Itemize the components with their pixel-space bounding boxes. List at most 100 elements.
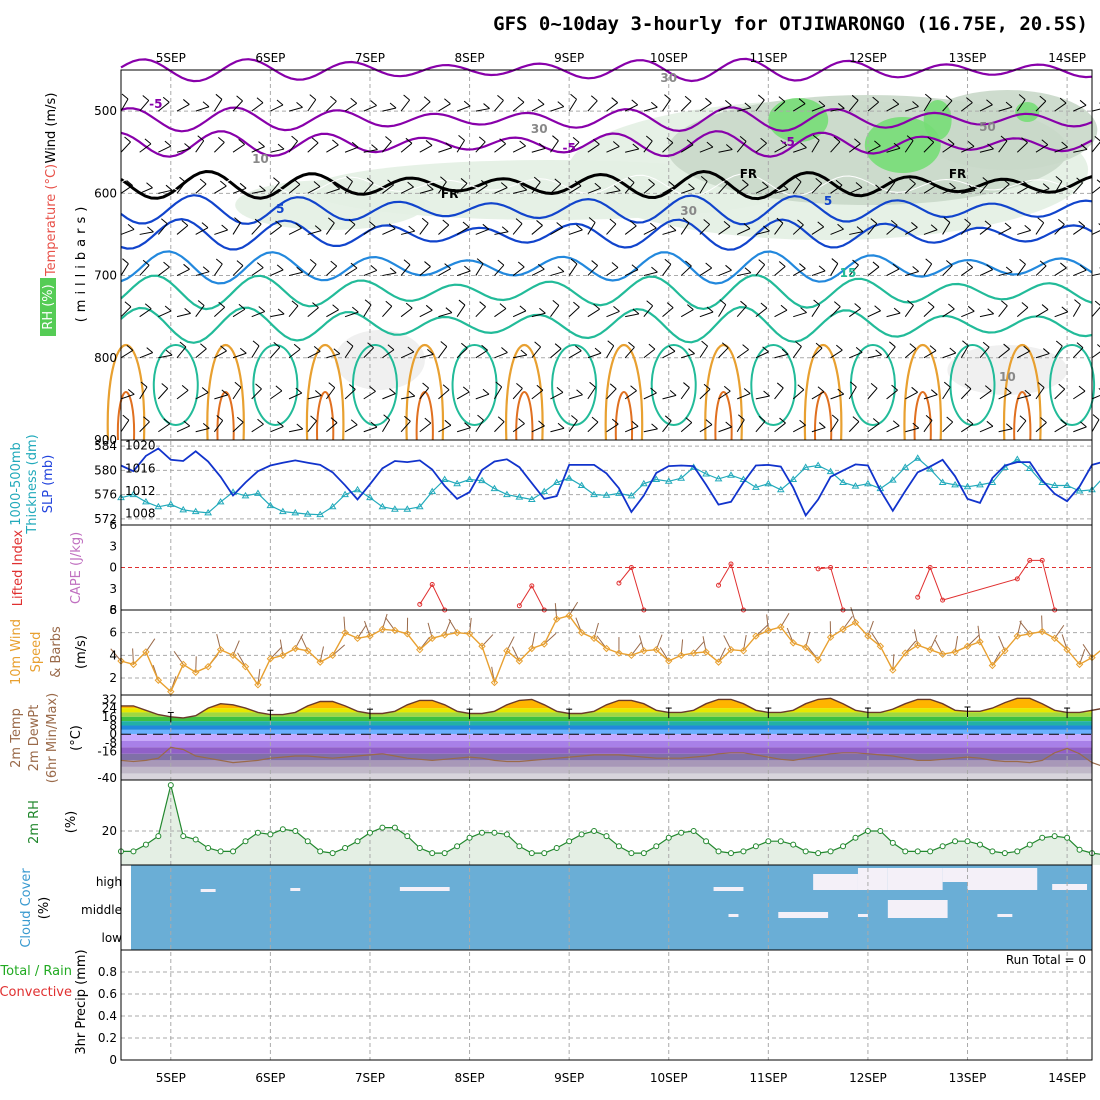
wind-barb [176,425,190,433]
contour-label: 10 [252,152,269,166]
wind-barb [811,182,823,194]
wind-barb-flag [629,220,637,227]
wind-barb [979,104,993,112]
thickness-point [278,507,287,515]
wind-barb-flag [760,302,768,309]
wind-barb-flag [683,382,690,388]
wind-barb [1035,100,1047,112]
wind-barb-flag [458,299,466,306]
wind-barb-flag [1096,179,1100,183]
rh2m-point [329,850,336,857]
wind-barb-flag [423,96,431,103]
wind-barb [550,427,565,433]
wind-barb [1091,419,1100,433]
wind-barb [325,222,335,235]
wind-barb-flag [962,340,969,347]
wind-barb-flag [743,388,751,394]
wind-barb [157,388,169,400]
wind-barb [456,270,471,277]
thickness-point [839,478,847,485]
wind-barb-flag [162,96,170,103]
wind-barb-flag [554,178,562,185]
wind-barb [811,140,820,153]
wind-barb [1072,304,1081,317]
wind-barb-flag [383,414,390,421]
wind-barb [195,392,209,400]
thickness-point [602,491,611,498]
wind-barb [625,148,639,153]
wind-barb-flag [574,180,582,187]
wind-barb-flag [221,224,228,231]
wind-barb [979,225,992,235]
wind-barb-flag [1024,389,1032,396]
wind-barb [1054,311,1068,318]
wind10m-point [988,661,997,670]
wind-barb [344,424,358,433]
wind-barb [139,231,154,235]
wind-barb-flag [422,382,429,389]
wind-barb [606,267,619,276]
wind-barb-flag [930,389,938,396]
wind-barb-flag [403,259,411,266]
wind-barb [1054,146,1068,153]
wind-barb-flag [613,185,621,192]
thickness-point [752,483,760,490]
wind-barb-flag [275,385,283,392]
wind-barb [344,311,359,318]
wind-barb-flag [703,383,711,390]
wind-barb [195,305,205,317]
wind-barb-flag [539,307,546,314]
bottom-date-label: 12SEP [849,1071,887,1085]
wind-barb [176,181,186,194]
lifted-index-line [917,559,1056,611]
wind-barb [1017,350,1030,359]
wind10m-point [963,642,972,650]
wind-barb [214,185,227,194]
wind-barb [867,101,879,112]
wind-barb-flag [645,135,653,142]
wind10m-label-2: Speed [29,632,44,673]
wind-barb [1091,230,1100,235]
rh2m-point [640,850,647,857]
lifted-index-point [1014,576,1020,582]
wind10m-barb [332,644,346,656]
wind-barb [475,306,486,318]
wind-barb-flag [1060,262,1067,269]
isotherm-line [120,217,1093,251]
rh2m-point [479,829,486,836]
wind-barb [587,308,600,318]
wind-barb-flag [833,301,841,307]
wind-barb [905,106,919,112]
wind-barb-flag [517,96,525,103]
wind-barb-flag [833,136,841,143]
thickness-point [627,491,636,499]
wind-barb-flag [706,306,714,313]
wind-barb [587,352,602,359]
wind-barb-flag [966,97,973,103]
wind10m-barb [967,634,980,647]
wind-barb-flag [330,417,338,424]
wind10m-point [428,634,436,643]
wind10m-barb [270,646,282,660]
wind-barb [905,391,918,400]
wind-barb [624,225,637,235]
wind-barb [774,188,789,194]
slp-line [120,447,1100,518]
top-date-label: 5SEP [156,51,186,65]
lifted-index-line [718,562,744,611]
cloud-gap [942,868,968,882]
temp-band [121,747,1092,754]
wind-barb-flag [685,417,693,423]
wind-barb [755,395,770,400]
wind-barb [923,98,932,112]
lifted-index-line [518,584,545,611]
top-date-label: 11SEP [749,51,787,65]
wind-barb [213,263,223,276]
wind-barb-flag [309,94,317,101]
rh2m-point [815,850,822,857]
temp-tick-label: 32 [102,692,117,706]
wind-barb [643,140,653,153]
wind-barb-flag [909,343,917,349]
wind-barb-flag [499,303,507,310]
wind-barb-flag [405,137,413,144]
